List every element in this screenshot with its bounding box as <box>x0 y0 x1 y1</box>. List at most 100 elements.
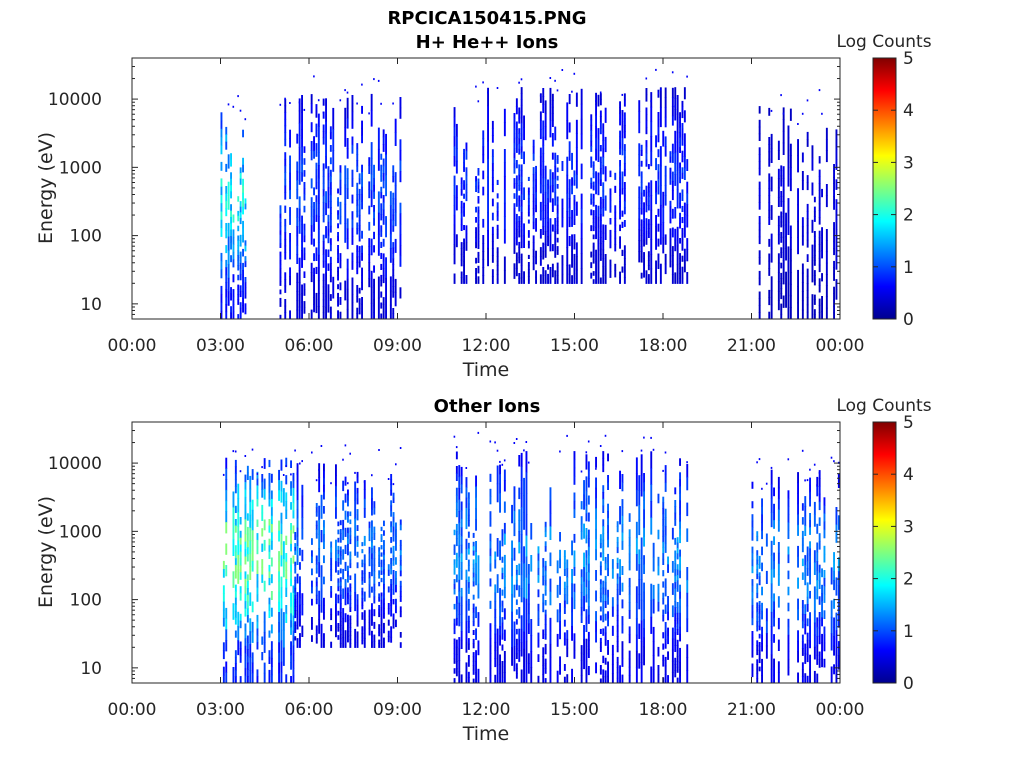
spectrogram-cell <box>361 267 363 276</box>
spectrogram-cell <box>602 553 605 561</box>
spectrogram-cell <box>311 451 313 454</box>
spectrogram-cell <box>821 296 823 305</box>
spectrogram-cell <box>833 260 835 268</box>
spectrogram-cell <box>383 598 385 605</box>
spectrogram-cell <box>256 642 259 650</box>
spectrogram-cell <box>650 600 653 618</box>
spectrogram-cell <box>242 248 244 257</box>
spectrogram-cell <box>513 148 516 154</box>
spectrogram-cell <box>544 600 547 606</box>
spectrogram-cell <box>244 526 247 535</box>
spectrogram-cell <box>303 229 306 237</box>
spectrogram-cell <box>282 474 285 476</box>
spectrogram-cell <box>563 556 566 564</box>
spectrogram-cell <box>676 113 679 134</box>
spectrogram-cell <box>389 304 392 319</box>
spectrogram-cell <box>329 188 332 196</box>
spectrogram-cell <box>455 603 458 612</box>
spectrogram-cell <box>270 574 273 584</box>
spectrogram-cell <box>681 106 684 113</box>
spectrogram-cell <box>645 127 648 135</box>
spectrogram-cell <box>573 72 576 75</box>
spectrogram-cell <box>515 229 518 238</box>
spectrogram-cell <box>592 279 595 284</box>
spectrogram-cell <box>263 672 266 683</box>
spectrogram-cell <box>261 489 264 498</box>
spectrogram-cell <box>544 668 547 674</box>
spectrogram-cell <box>681 266 684 273</box>
spectrogram-cell <box>756 659 759 665</box>
spectrogram-cell <box>501 589 504 596</box>
spectrogram-cell <box>232 450 235 453</box>
spectrogram-cell <box>758 147 761 155</box>
spectrogram-cell <box>664 185 667 196</box>
spectrogram-cell <box>503 501 506 513</box>
spectrogram-cell <box>683 167 686 180</box>
spectrogram-cell <box>227 277 230 293</box>
spectrogram-cell <box>371 537 373 544</box>
spectrogram-cell <box>387 564 390 571</box>
spectrogram-cell <box>311 617 313 624</box>
spectrogram-cell <box>222 593 225 603</box>
spectrogram-cell <box>337 284 339 290</box>
spectrogram-cell <box>520 116 523 124</box>
spectrogram-cell <box>559 532 561 542</box>
spectrogram-cell <box>671 627 674 640</box>
spectrogram-cell <box>770 109 773 112</box>
spectrogram-cell <box>339 216 342 225</box>
spectrogram-cell <box>463 207 465 213</box>
spectrogram-cell <box>292 645 295 654</box>
spectrogram-cell <box>458 533 461 546</box>
spectrogram-cell <box>237 640 240 656</box>
spectrogram-cell <box>303 108 306 111</box>
spectrogram-cell <box>616 536 619 543</box>
spectrogram-cell <box>635 473 638 491</box>
spectrogram-cell <box>378 612 381 618</box>
spectrogram-cell <box>491 255 494 263</box>
spectrogram-cell <box>489 675 492 683</box>
spectrogram-cell <box>640 579 643 601</box>
spectrogram-cell <box>289 250 291 260</box>
spectrogram-cell <box>344 527 347 537</box>
spectrogram-cell <box>239 620 242 629</box>
spectrogram-cell <box>801 309 804 319</box>
spectrogram-cell <box>597 150 600 162</box>
spectrogram-cell <box>465 192 468 202</box>
spectrogram-cell <box>475 519 477 531</box>
spectrogram-cell <box>220 195 223 204</box>
spectrogram-cell <box>679 202 681 209</box>
spectrogram-cell <box>460 536 463 546</box>
spectrogram-cell <box>686 193 689 205</box>
spectrogram-cell <box>234 604 237 612</box>
spectrogram-cell <box>537 546 540 555</box>
spectrogram-cell <box>664 630 667 640</box>
spectrogram-cell <box>339 99 342 102</box>
spectrogram-cell <box>811 145 814 159</box>
spectrogram-cell <box>643 227 645 234</box>
spectrogram-cell <box>294 613 297 619</box>
spectrogram-cell <box>770 466 773 469</box>
spectrogram-cell <box>580 103 583 120</box>
spectrogram-cell <box>773 560 775 570</box>
spectrogram-cell <box>777 476 780 489</box>
spectrogram-cell <box>797 651 799 663</box>
spectrogram-cell <box>323 506 325 514</box>
spectrogram-cell <box>342 617 345 629</box>
spectrogram-cell <box>669 211 672 218</box>
spectrogram-cell <box>279 264 282 269</box>
spectrogram-cell <box>616 662 619 668</box>
spectrogram-cell <box>292 630 295 639</box>
spectrogram-cell <box>246 615 249 623</box>
spectrogram-cell <box>679 556 681 565</box>
spectrogram-cell <box>777 661 780 673</box>
spectrogram-cell <box>652 598 655 614</box>
spectrogram-cell <box>263 642 266 653</box>
spectrogram-cell <box>597 139 600 151</box>
spectrogram-cell <box>289 276 291 286</box>
spectrogram-cell <box>317 280 320 294</box>
spectrogram-cell <box>780 293 783 300</box>
spectrogram-cell <box>399 245 402 257</box>
spectrogram-cell <box>246 554 249 562</box>
spectrogram-cell <box>679 212 681 219</box>
spectrogram-cell <box>825 274 828 286</box>
